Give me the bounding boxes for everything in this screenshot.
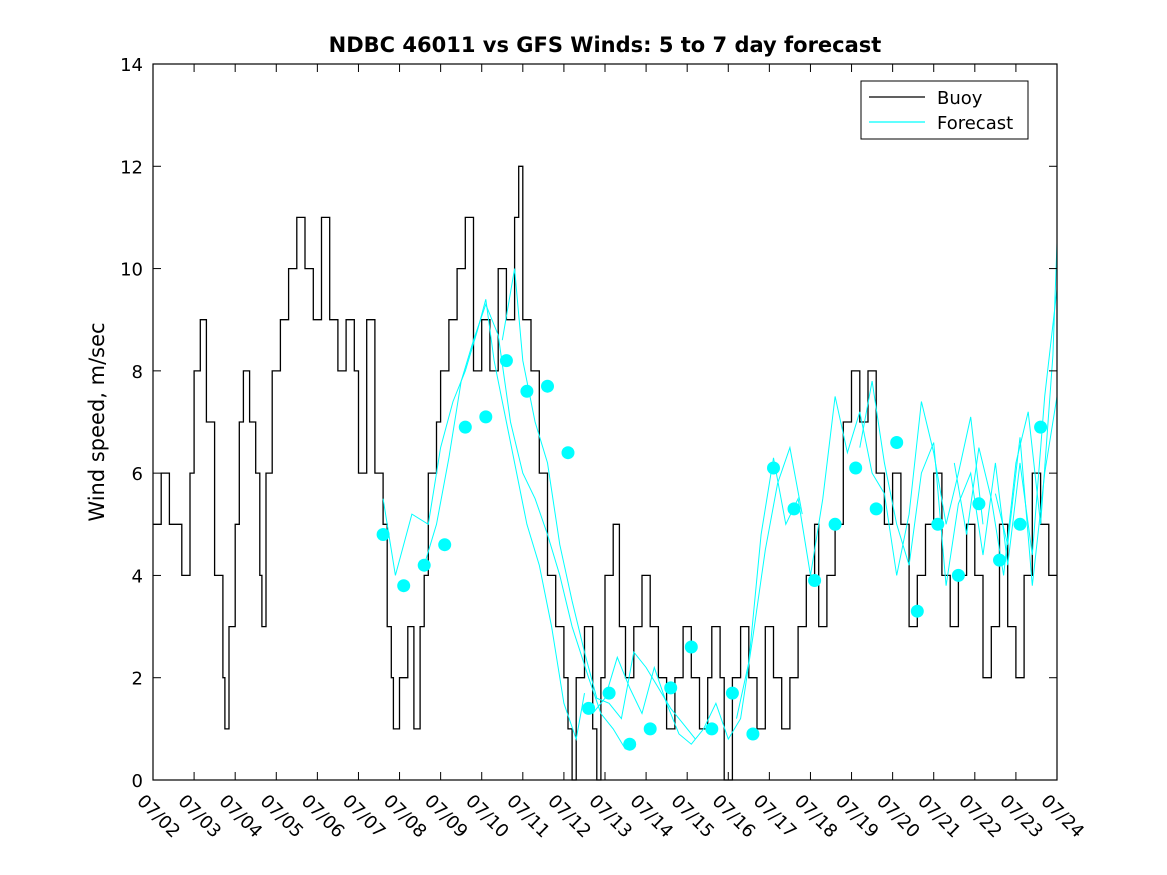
series-line-forecast-run-7	[953, 242, 1058, 576]
forecast-marker	[561, 446, 575, 460]
series-line-forecast-run-3	[501, 268, 696, 740]
forecast-marker	[849, 461, 863, 475]
forecast-marker	[705, 722, 719, 736]
forecast-marker	[746, 727, 760, 741]
series-line-forecast-run-8	[994, 396, 1058, 586]
legend-label-forecast: Forecast	[937, 113, 1013, 134]
forecast-marker	[931, 517, 945, 531]
forecast-marker	[623, 737, 637, 751]
legend: Buoy Forecast	[860, 80, 1029, 140]
y-tick-label: 6	[132, 464, 143, 485]
series-line-forecast-run-4	[592, 445, 803, 745]
forecast-marker	[417, 558, 431, 572]
forecast-marker	[376, 528, 390, 541]
y-tick-label: 8	[132, 362, 143, 383]
forecast-marker	[808, 574, 822, 587]
forecast-marker	[499, 354, 513, 368]
forecast-marker	[869, 502, 883, 516]
forecast-marker	[828, 517, 842, 531]
forecast-marker	[664, 681, 678, 695]
forecast-marker	[684, 640, 698, 654]
forecast-marker	[1013, 517, 1027, 531]
forecast-marker	[890, 436, 904, 449]
forecast-marker	[520, 384, 534, 398]
legend-box	[860, 80, 1029, 140]
forecast-marker	[767, 461, 780, 475]
series-line-buoy	[153, 165, 1057, 781]
y-tick-label: 0	[132, 771, 143, 792]
forecast-marker	[993, 553, 1006, 567]
forecast-marker	[438, 538, 452, 552]
y-axis-label: Wind speed, m/sec	[85, 322, 109, 521]
forecast-marker	[582, 701, 596, 715]
y-tick-label: 12	[120, 157, 143, 178]
y-axis-ticks: 0 2 4 6 8 10 12 14	[120, 55, 1057, 792]
series-line-forecast-run-1	[382, 299, 585, 742]
series-line-forecast-run-2	[423, 302, 626, 750]
forecast-marker	[602, 686, 616, 700]
forecast-marker	[458, 420, 472, 434]
y-tick-label: 4	[132, 566, 143, 587]
forecast-marker	[972, 497, 986, 511]
forecast-marker	[725, 686, 739, 700]
legend-label-buoy: Buoy	[937, 88, 983, 109]
forecast-marker	[787, 502, 801, 516]
forecast-marker	[910, 604, 924, 618]
forecast-marker	[1034, 420, 1048, 434]
series-line-forecast-run-6	[859, 288, 1058, 586]
forecast-marker	[397, 579, 411, 593]
forecast-marker	[479, 410, 493, 424]
forecast-marker	[541, 379, 554, 393]
series-line-forecast-run-5	[736, 396, 984, 719]
forecast-marker	[643, 722, 657, 736]
y-tick-label: 2	[132, 669, 143, 690]
chart-title: NDBC 46011 vs GFS Winds: 5 to 7 day fore…	[329, 33, 882, 57]
y-tick-label: 14	[120, 55, 143, 76]
series-layer	[153, 165, 1058, 781]
forecast-marker	[951, 568, 965, 582]
y-tick-label: 10	[120, 260, 143, 281]
